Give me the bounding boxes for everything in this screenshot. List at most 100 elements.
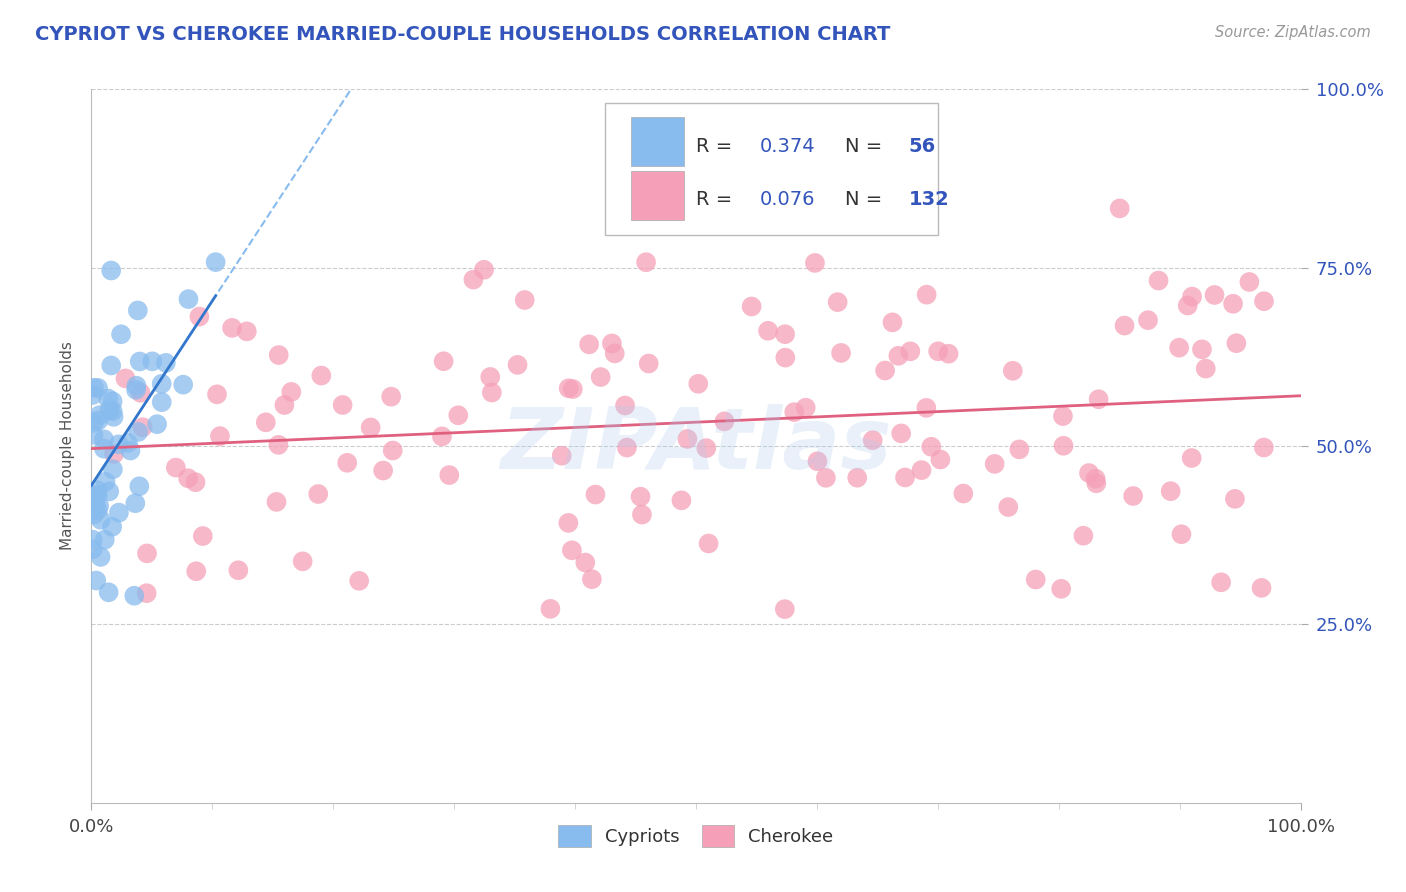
Point (439, 468, 461, 483)
Point (311, 368, 333, 383)
Point (695, 441, 717, 455)
Point (184, 475, 207, 490)
Point (254, 415, 277, 429)
Point (135, 586, 157, 600)
Point (267, 438, 290, 452)
Point (124, 496, 146, 510)
Point (929, 452, 952, 467)
Point (1204, 288, 1226, 302)
Point (82, 542, 104, 557)
Point (1137, 313, 1160, 327)
Point (82, 502, 104, 516)
Point (997, 500, 1019, 514)
Point (150, 376, 173, 391)
FancyBboxPatch shape (631, 117, 683, 166)
Point (676, 432, 699, 446)
Point (433, 354, 456, 368)
Point (479, 370, 502, 384)
Point (1073, 529, 1095, 543)
Point (127, 303, 149, 318)
Point (93, 442, 115, 456)
Text: CYPRIOT VS CHEROKEE MARRIED-COUPLE HOUSEHOLDS CORRELATION CHART: CYPRIOT VS CHEROKEE MARRIED-COUPLE HOUSE… (35, 25, 890, 44)
Point (875, 363, 897, 377)
Point (910, 463, 932, 477)
Point (188, 310, 211, 324)
Point (983, 457, 1005, 471)
Point (273, 398, 295, 412)
Point (1050, 582, 1073, 596)
Point (882, 315, 904, 329)
Point (86, 483, 108, 498)
Point (920, 440, 942, 454)
Point (97, 392, 120, 406)
Point (128, 479, 150, 493)
Point (1168, 341, 1191, 355)
Point (603, 346, 626, 360)
Point (177, 471, 200, 485)
Point (794, 401, 817, 415)
Point (1052, 409, 1074, 423)
Point (83, 416, 105, 430)
Point (125, 383, 148, 397)
Point (83, 508, 105, 522)
Point (381, 443, 404, 458)
Point (98, 403, 121, 417)
Point (578, 337, 600, 351)
Point (894, 470, 917, 484)
FancyBboxPatch shape (631, 170, 683, 219)
Text: R =: R = (696, 136, 738, 156)
Point (150, 395, 173, 409)
Point (120, 443, 142, 458)
Point (814, 471, 837, 485)
Point (830, 346, 852, 360)
Point (630, 490, 652, 504)
Point (538, 602, 561, 616)
Point (84, 574, 107, 588)
Point (557, 381, 579, 395)
Point (806, 454, 828, 468)
Point (1025, 573, 1047, 587)
Point (827, 295, 849, 310)
Point (172, 377, 194, 392)
Point (155, 356, 177, 370)
Point (101, 394, 124, 409)
Point (266, 495, 288, 509)
Point (775, 351, 797, 365)
Point (94, 533, 117, 547)
Point (204, 255, 226, 269)
Point (915, 401, 938, 415)
Point (1008, 442, 1031, 457)
Point (898, 344, 921, 359)
Text: 56: 56 (908, 136, 936, 156)
Point (1122, 489, 1144, 503)
Point (208, 429, 231, 443)
Text: ZIPAtlas: ZIPAtlas (501, 404, 891, 488)
Point (177, 292, 200, 306)
Point (1222, 297, 1244, 311)
Point (804, 256, 827, 270)
Point (205, 387, 228, 401)
Point (136, 546, 159, 560)
Point (87, 381, 110, 395)
Point (83, 428, 105, 442)
Text: N =: N = (845, 190, 889, 210)
Point (236, 324, 259, 338)
Point (1181, 290, 1204, 304)
Point (557, 516, 579, 530)
Point (94, 475, 117, 489)
Point (1253, 294, 1275, 309)
Point (186, 564, 208, 578)
Point (1195, 361, 1218, 376)
Point (1001, 364, 1024, 378)
Point (741, 300, 763, 314)
Point (146, 417, 169, 432)
Point (124, 589, 146, 603)
Point (616, 441, 638, 455)
Point (82, 388, 104, 402)
Point (430, 429, 453, 443)
Point (291, 554, 314, 568)
Point (915, 287, 938, 301)
Point (336, 456, 359, 470)
Point (1087, 392, 1109, 407)
Point (1170, 527, 1192, 541)
